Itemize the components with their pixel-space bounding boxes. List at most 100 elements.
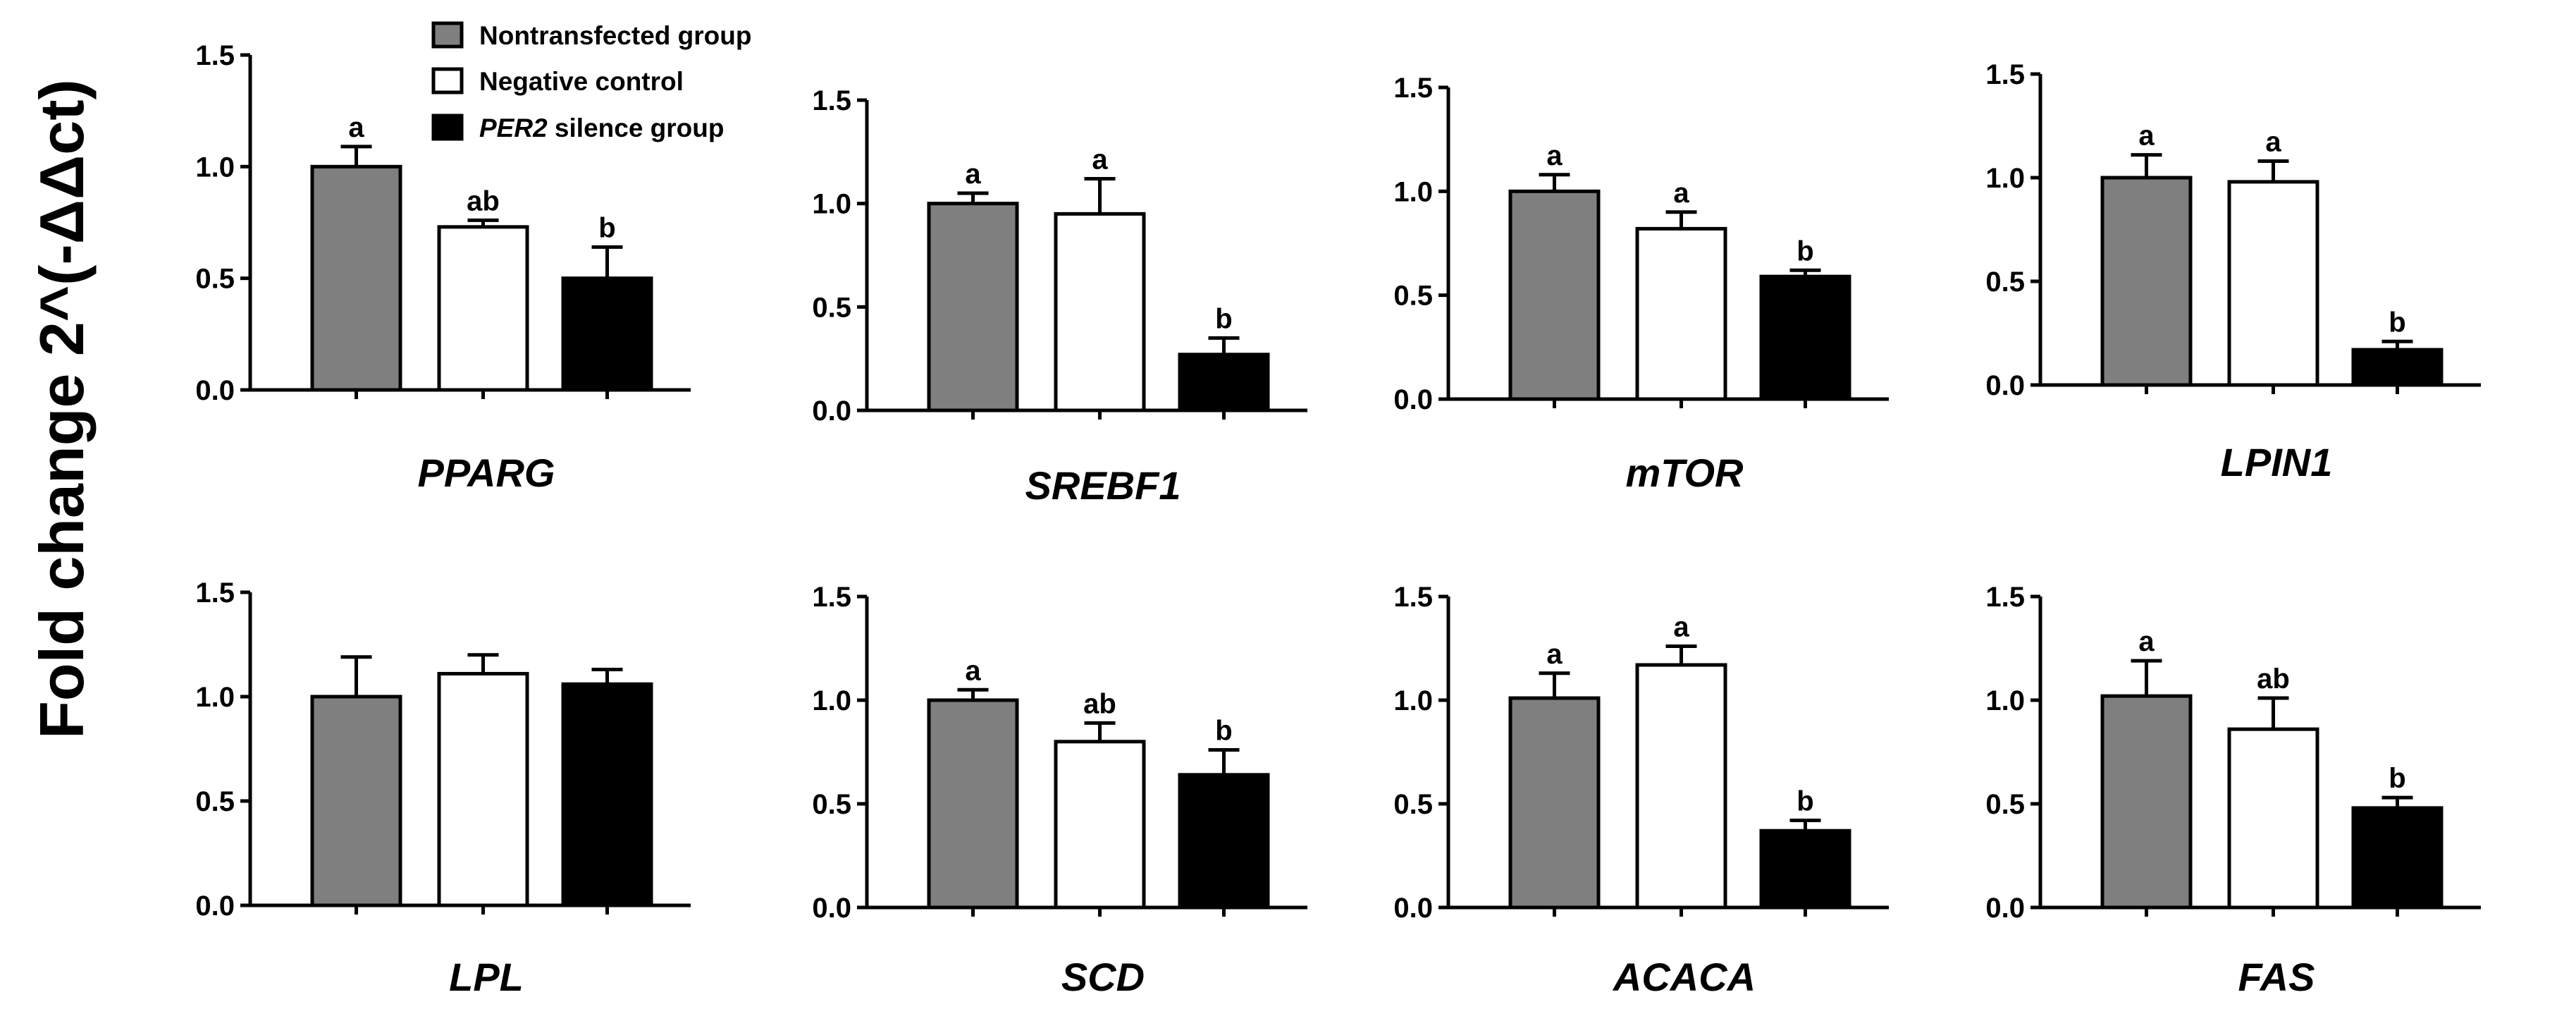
- y-tick-label: 1.0: [812, 685, 851, 716]
- chart-title-gene: ACACA: [1612, 955, 1756, 999]
- bar: [2351, 806, 2443, 910]
- bar: [927, 698, 1019, 910]
- y-tick-label: 1.0: [1985, 685, 2025, 716]
- chart-panel-mtor: 0.0 0.5 1.0 1.5 a a b mTOR: [1393, 73, 1889, 495]
- significance-letter: b: [2389, 763, 2405, 794]
- legend-label-per2-rest: silence group: [548, 114, 725, 142]
- significance-letter: b: [2389, 307, 2405, 338]
- y-tick-label: 0.0: [1393, 893, 1433, 924]
- y-tick-label: 1.5: [1393, 582, 1433, 613]
- bar: [310, 164, 402, 392]
- legend-label-per2-italic: PER2: [479, 114, 548, 142]
- bar: [1178, 353, 1270, 412]
- significance-letter: a: [2138, 121, 2155, 152]
- significance-letter: ab: [1083, 688, 1116, 719]
- bar: [310, 695, 402, 907]
- y-tick-label: 0.5: [1393, 789, 1433, 820]
- y-tick-label: 1.0: [195, 152, 235, 183]
- chart-title-gene: PPARG: [418, 451, 555, 495]
- bar: [1054, 740, 1146, 910]
- significance-letter: b: [1797, 236, 1813, 267]
- significance-letter: a: [1092, 144, 1108, 175]
- chart-panel-fas: 0.0 0.5 1.0 1.5 a ab b FAS: [1985, 582, 2481, 999]
- bar: [1635, 226, 1727, 401]
- bar: [1054, 212, 1146, 412]
- chart-title-gene: LPL: [449, 955, 524, 999]
- significance-letter: b: [598, 212, 615, 243]
- y-tick-label: 0.0: [1985, 893, 2025, 924]
- y-tick-label: 0.5: [1985, 789, 2025, 820]
- bar: [1178, 773, 1270, 910]
- y-tick-label: 0.0: [1985, 370, 2025, 401]
- y-tick-label: 0.5: [812, 789, 851, 820]
- significance-letter: a: [965, 655, 981, 686]
- y-tick-label: 1.0: [812, 189, 851, 220]
- chart-panel-lpin1: 0.0 0.5 1.0 1.5 a a b LPIN1: [1985, 59, 2481, 484]
- y-tick-label: 1.0: [1393, 176, 1433, 207]
- chart-panel-pparg: 0.0 0.5 1.0 1.5 a ab b PPARG: [195, 40, 691, 495]
- bar: [927, 202, 1019, 412]
- legend-swatch-nontransfected: [431, 21, 464, 49]
- bar: [1759, 274, 1851, 401]
- significance-letter: a: [1673, 178, 1689, 209]
- chart-title-gene: FAS: [2238, 955, 2315, 999]
- significance-letter: ab: [467, 185, 500, 216]
- chart-panel-srebf1: 0.0 0.5 1.0 1.5 a a b SREBF1: [812, 85, 1307, 508]
- bar: [1508, 696, 1601, 910]
- legend-swatch-negative-control: [431, 67, 464, 94]
- legend-label-nontransfected: Nontransfected group: [479, 21, 751, 50]
- y-tick-label: 0.0: [812, 893, 851, 924]
- y-tick-label: 0.5: [195, 264, 235, 295]
- y-tick-label: 0.5: [812, 292, 851, 323]
- y-tick-label: 0.5: [1393, 281, 1433, 312]
- bar: [1635, 663, 1727, 910]
- bar: [2351, 348, 2443, 387]
- legend: Nontransfected group Negative control PE…: [431, 21, 751, 142]
- chart-title-gene: mTOR: [1626, 451, 1744, 495]
- y-tick-label: 1.5: [812, 582, 851, 613]
- chart-panel-acaca: 0.0 0.5 1.0 1.5 a a b ACACA: [1393, 582, 1889, 999]
- chart-title-gene: SCD: [1061, 955, 1145, 999]
- significance-letter: b: [1215, 716, 1232, 747]
- y-tick-label: 1.0: [195, 682, 235, 713]
- chart-title-gene: SREBF1: [1025, 463, 1181, 508]
- y-tick-label: 0.0: [812, 396, 851, 427]
- bar: [1508, 189, 1601, 401]
- chart-panel-lpl: 0.0 0.5 1.0 1.5 LPL: [195, 577, 691, 999]
- significance-letter: a: [1546, 639, 1563, 670]
- y-tick-label: 1.5: [1985, 582, 2025, 613]
- significance-letter: a: [2138, 626, 2155, 657]
- significance-letter: b: [1215, 303, 1232, 334]
- significance-letter: a: [348, 112, 364, 143]
- y-tick-label: 1.5: [195, 577, 235, 609]
- y-tick-label: 0.0: [195, 891, 235, 922]
- legend-label-per2-silence: PER2 silence group: [479, 114, 725, 142]
- y-tick-label: 1.0: [1393, 685, 1433, 716]
- chart-title-gene: LPIN1: [2221, 440, 2333, 484]
- significance-letter: b: [1797, 786, 1813, 817]
- y-tick-label: 1.5: [1393, 73, 1433, 104]
- bar: [437, 225, 529, 392]
- bar: [1759, 829, 1851, 910]
- bar: [437, 671, 529, 907]
- significance-letter: ab: [2257, 664, 2290, 695]
- bar: [561, 276, 653, 392]
- bar: [2100, 176, 2193, 387]
- bar: [2227, 727, 2319, 910]
- legend-swatch-per2-silence: [431, 114, 464, 141]
- y-axis-label: Fold change 2^(-ΔΔct): [27, 79, 97, 739]
- significance-letter: a: [1546, 140, 1563, 171]
- significance-letter: a: [1673, 612, 1689, 643]
- y-tick-label: 0.5: [195, 786, 235, 817]
- significance-letter: a: [2265, 126, 2281, 157]
- chart-panel-scd: 0.0 0.5 1.0 1.5 a ab b SCD: [812, 582, 1307, 999]
- y-tick-label: 1.0: [1985, 163, 2025, 194]
- y-tick-label: 0.5: [1985, 267, 2025, 298]
- bar: [2227, 180, 2319, 387]
- y-tick-label: 0.0: [1393, 384, 1433, 415]
- y-tick-label: 0.0: [195, 375, 235, 406]
- y-tick-label: 1.5: [812, 85, 851, 116]
- significance-letter: a: [965, 159, 981, 190]
